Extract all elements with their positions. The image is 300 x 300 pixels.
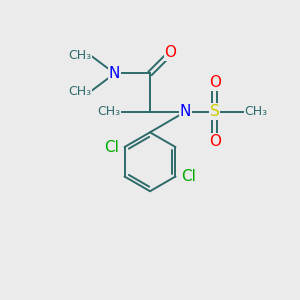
Text: CH₃: CH₃ (68, 85, 91, 98)
Text: O: O (209, 134, 221, 149)
Text: CH₃: CH₃ (244, 105, 267, 118)
Text: Cl: Cl (104, 140, 119, 154)
Text: CH₃: CH₃ (68, 49, 91, 62)
Text: O: O (165, 45, 177, 60)
Text: N: N (109, 66, 120, 81)
Text: S: S (210, 104, 220, 119)
Text: Cl: Cl (182, 169, 196, 184)
Text: O: O (209, 75, 221, 90)
Text: N: N (180, 104, 191, 119)
Text: CH₃: CH₃ (98, 105, 121, 118)
